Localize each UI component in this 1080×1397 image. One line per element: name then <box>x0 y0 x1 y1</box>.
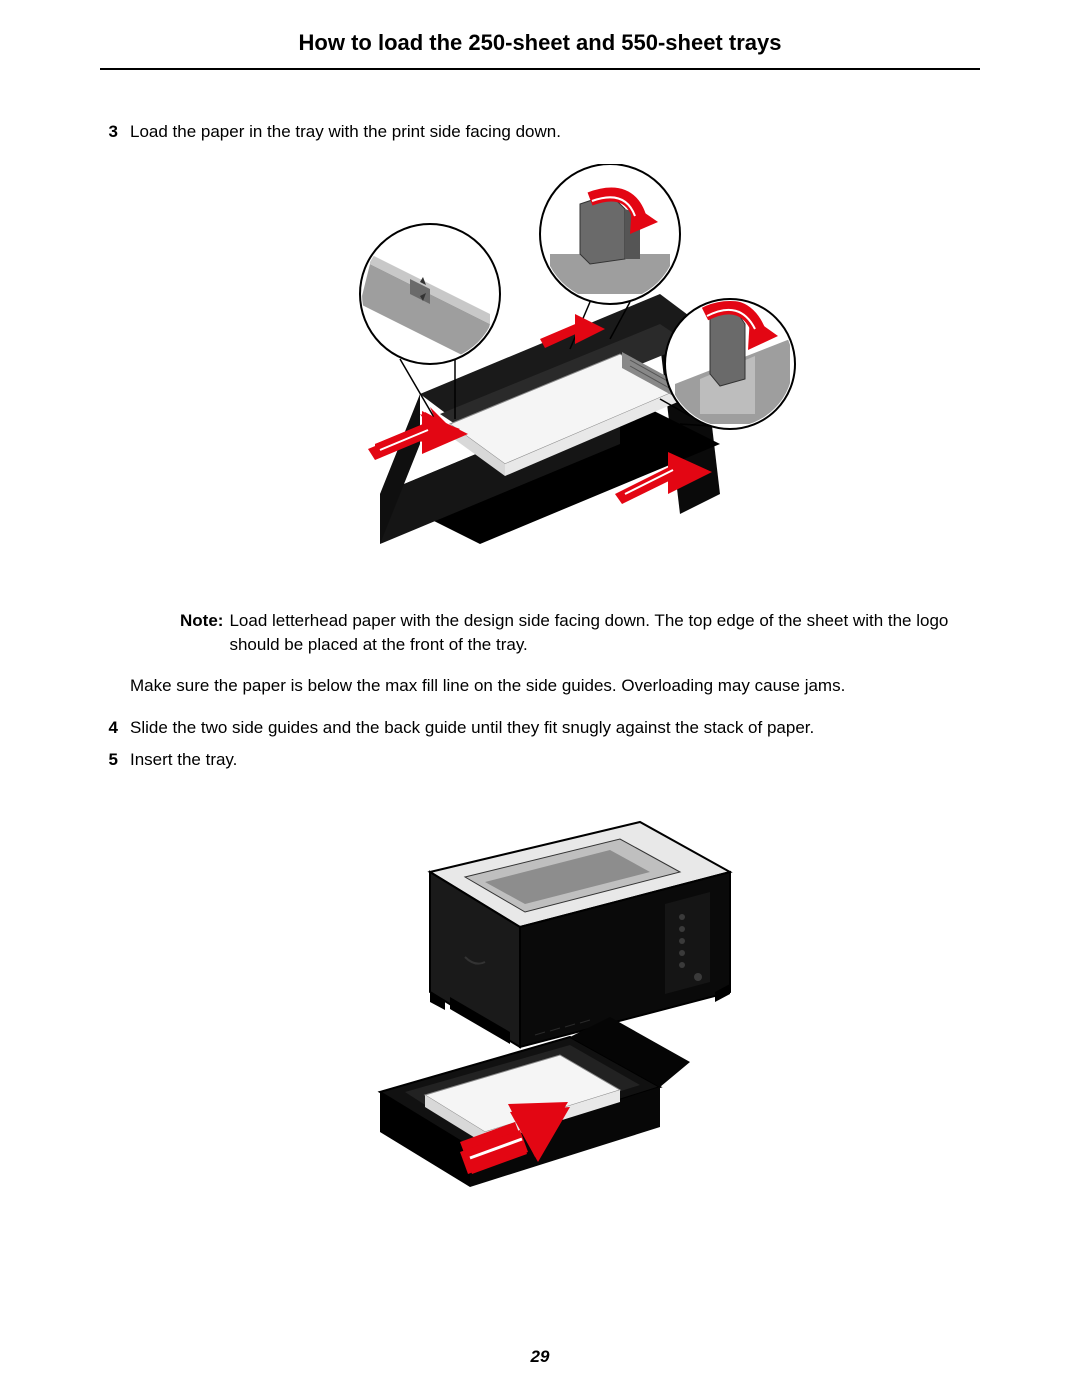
figure-tray-loading <box>100 164 980 579</box>
step-5: 5 Insert the tray. <box>100 748 980 772</box>
note-label: Note: <box>180 609 229 657</box>
page-number: 29 <box>0 1347 1080 1367</box>
step-text: Load the paper in the tray with the prin… <box>130 120 980 144</box>
note-text: Load letterhead paper with the design si… <box>229 609 980 657</box>
step-text: Insert the tray. <box>130 748 980 772</box>
step-number: 3 <box>100 120 130 144</box>
figure-printer-insert <box>100 792 980 1217</box>
step-number: 5 <box>100 748 130 772</box>
note-block: Note: Load letterhead paper with the des… <box>100 609 980 657</box>
step-3: 3 Load the paper in the tray with the pr… <box>100 120 980 144</box>
step-text: Slide the two side guides and the back g… <box>130 716 980 740</box>
step-number: 4 <box>100 716 130 740</box>
page-title: How to load the 250-sheet and 550-sheet … <box>100 30 980 70</box>
subtext-maxfill: Make sure the paper is below the max fil… <box>100 674 980 698</box>
step-4: 4 Slide the two side guides and the back… <box>100 716 980 740</box>
